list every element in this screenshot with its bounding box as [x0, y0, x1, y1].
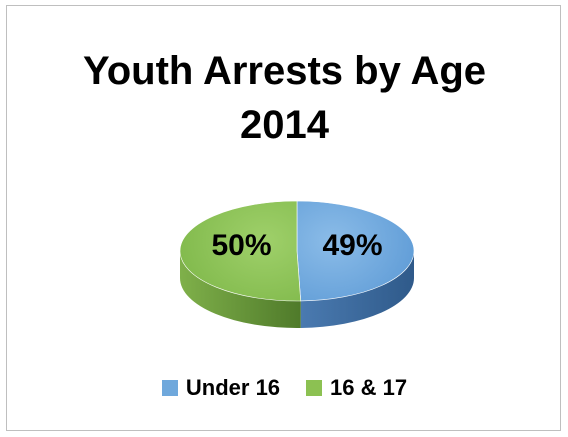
legend-swatch-under-16 — [161, 380, 178, 396]
chart-title: Youth Arrests by Age 2014 — [7, 44, 562, 152]
legend-label-16-17: 16 & 17 — [330, 375, 408, 400]
chart-title-line-1: Youth Arrests by Age — [82, 49, 487, 93]
pie-slice-16-17 — [179, 200, 302, 302]
pie-chart: 49% 50% — [179, 200, 415, 328]
chart-title-line-2: 2014 — [240, 103, 329, 147]
data-label-under-16: 49% — [322, 229, 382, 262]
legend-item-under-16: Under 16 — [161, 375, 281, 401]
chart-legend: Under 16 16 & 17 — [7, 375, 562, 401]
chart-area: Youth Arrests by Age 2014 49% 50% — [6, 5, 561, 431]
legend-swatch-16-17 — [306, 380, 323, 396]
data-label-16-17: 50% — [211, 229, 271, 262]
pie-slice-under-16 — [296, 200, 415, 302]
pie-side-under-16 — [300, 251, 415, 328]
legend-item-16-17: 16 & 17 — [306, 375, 407, 401]
pie-side-16-17 — [180, 251, 301, 328]
legend-label-under-16: Under 16 — [185, 375, 281, 400]
